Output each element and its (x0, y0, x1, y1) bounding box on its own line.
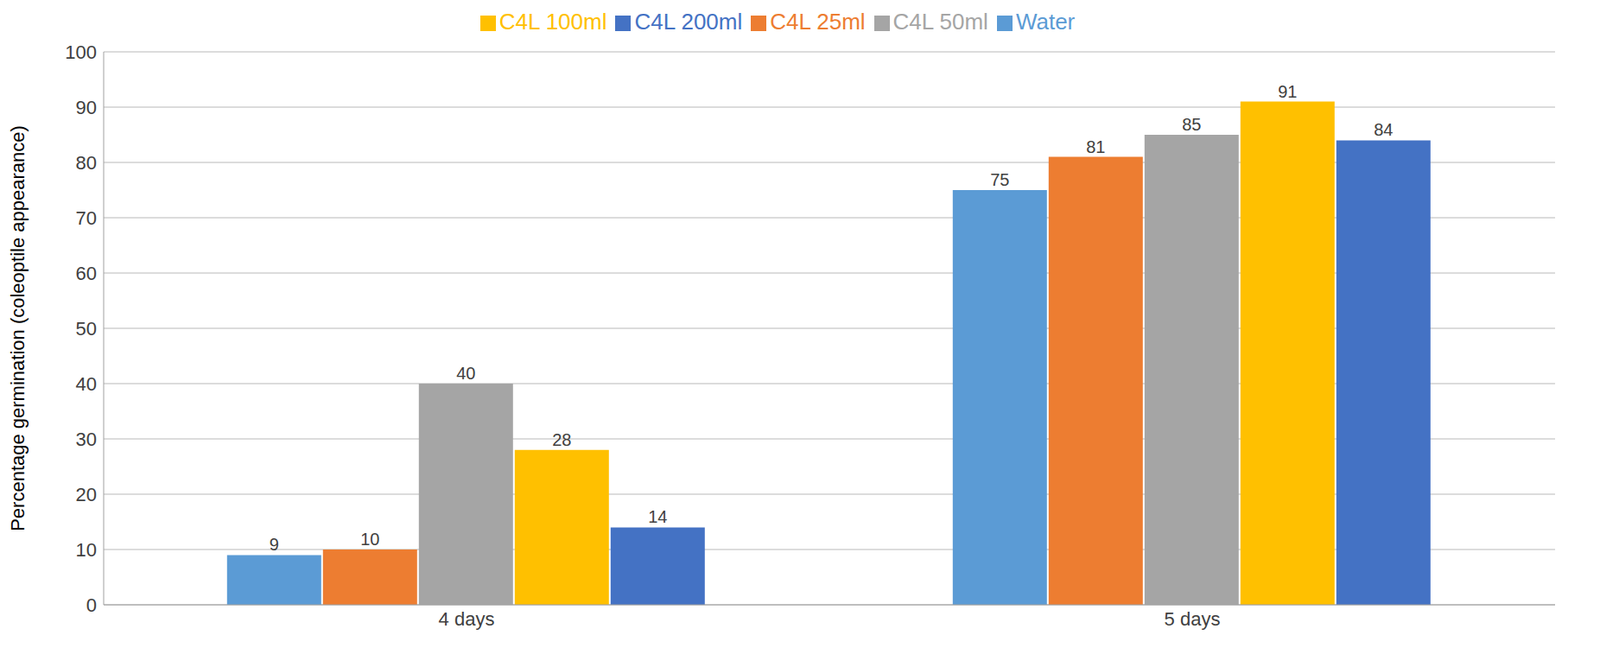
svg-text:40: 40 (456, 363, 476, 383)
svg-text:30: 30 (76, 428, 97, 451)
svg-text:10: 10 (76, 539, 97, 561)
svg-text:84: 84 (1373, 120, 1393, 140)
svg-text:14: 14 (647, 507, 667, 527)
html-text:C4L 25ml: C4L 25ml (770, 8, 866, 35)
svg-text:4 days: 4 days (438, 608, 496, 630)
html-text:Water: Water (1015, 8, 1075, 35)
svg-text:81: 81 (1085, 137, 1105, 157)
svg-text:0: 0 (86, 594, 97, 616)
svg-text:91: 91 (1277, 82, 1297, 102)
svg-text:70: 70 (76, 207, 97, 229)
html-text:C4L 100ml: C4L 100ml (499, 8, 607, 35)
svg-text:40: 40 (76, 373, 97, 395)
html-text:C4L 200ml: C4L 200ml (634, 8, 743, 35)
svg-text:5 days: 5 days (1164, 608, 1221, 630)
svg-text:50: 50 (76, 317, 97, 340)
svg-text:80: 80 (76, 152, 97, 174)
html-text:C4L 50ml: C4L 50ml (892, 8, 989, 35)
svg-text:90: 90 (76, 96, 97, 119)
svg-text:100: 100 (64, 41, 97, 64)
svg-text:75: 75 (990, 170, 1010, 190)
svg-text:20: 20 (76, 483, 97, 506)
svg-text:10: 10 (360, 529, 380, 549)
svg-text:9: 9 (269, 534, 280, 554)
svg-text:60: 60 (76, 262, 97, 285)
svg-text:28: 28 (552, 430, 572, 450)
svg-text:Percentage germination (coleop: Percentage germination (coleoptile appea… (6, 125, 29, 532)
svg-text:85: 85 (1181, 114, 1201, 134)
